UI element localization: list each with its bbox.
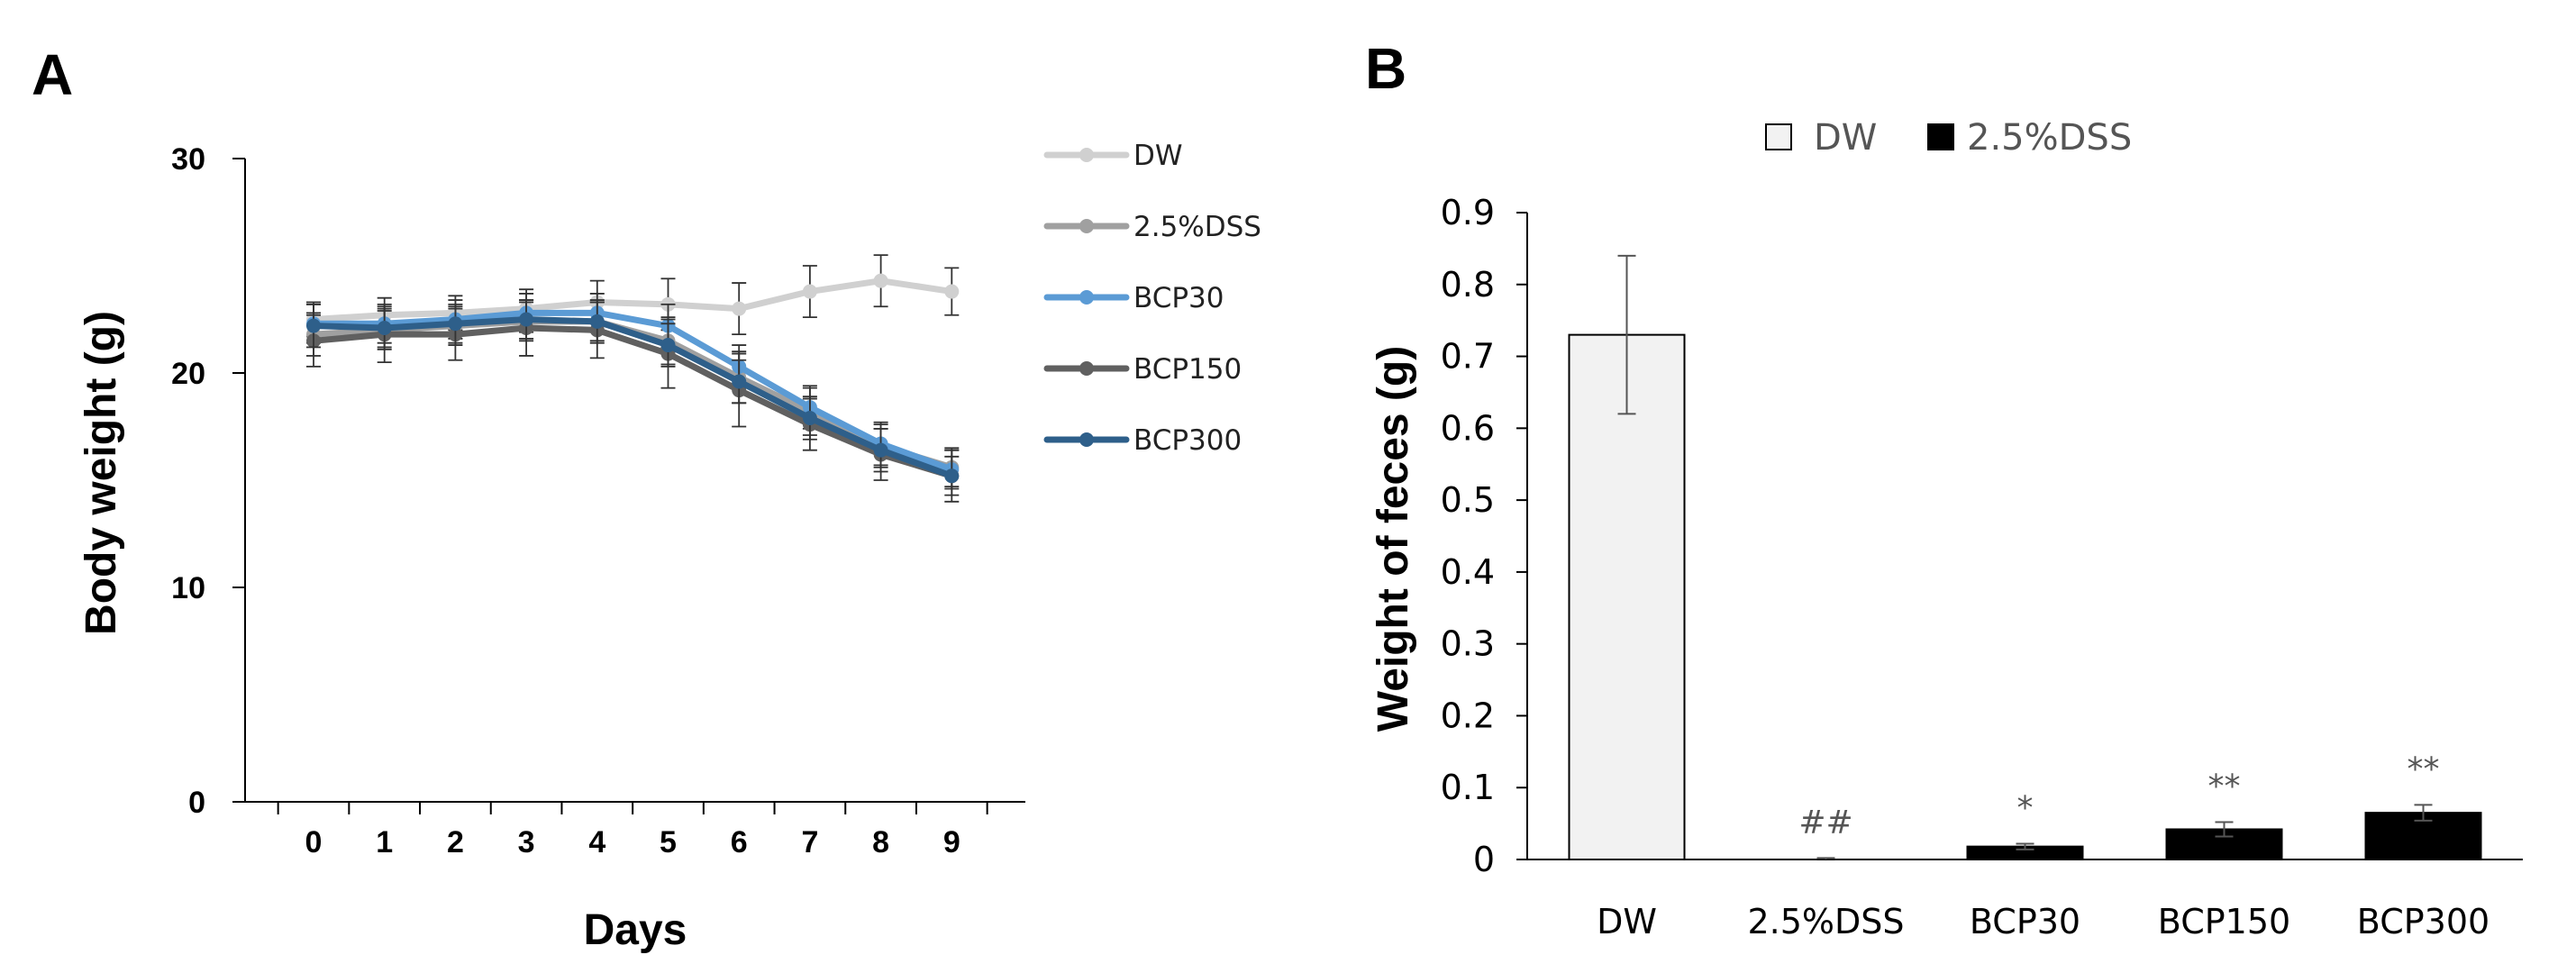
panel-a-legend-label: DW [1133, 140, 1183, 172]
panel-b-significance-mark: ** [2208, 768, 2241, 805]
panel-a-legend: DW 2.5%DSS BCP30 BCP150 BCP300 [1043, 140, 1261, 457]
panel-a-y-tick-label: 10 [171, 571, 205, 605]
panel-a-data-point [944, 468, 960, 484]
panel-a-data-point [802, 284, 817, 299]
panel-a-series-4 [306, 299, 960, 496]
panel-a-series-line [310, 309, 955, 473]
panel-a-series [306, 254, 960, 503]
panel-b-y-tick-label: 0.3 [1441, 624, 1495, 664]
panel-a-data-point [873, 273, 888, 288]
panel-b-significance-mark: ## [1798, 804, 1852, 841]
panel-b-y-tick-label: 0.1 [1441, 768, 1495, 807]
panel-a-legend-label: BCP150 [1133, 353, 1242, 386]
panel-a-legend-label: BCP300 [1133, 424, 1242, 457]
panel-b-y-tick-label: 0.9 [1441, 193, 1495, 232]
panel-a-series-line [310, 324, 955, 479]
panel-b-bar-group: ** BCP300 [2357, 750, 2490, 941]
panel-a-legend-label: 2.5%DSS [1133, 211, 1261, 243]
panel-a-series-line [310, 316, 955, 479]
panel-a-legend-label: BCP30 [1133, 282, 1224, 314]
panel-a-data-point [448, 316, 463, 332]
panel-b-y-axis-title: Weight of feces (g) [1370, 346, 1417, 732]
panel-b-bar [1568, 333, 1686, 861]
panel-b-bar-group: ** BCP150 [2158, 768, 2290, 941]
panel-a-x-tick-label: 2 [447, 825, 464, 859]
panel-a-x-tick-label: 0 [305, 825, 323, 859]
panel-a-x-tick-label: 5 [660, 825, 677, 859]
panel-b-x-tick-label: BCP300 [2357, 902, 2490, 941]
panel-b-bar-group: ## 2.5%DSS [1747, 804, 1904, 941]
panel-b-y-tick-label: 0.7 [1441, 337, 1495, 377]
panel-b-significance-mark: ** [2408, 750, 2440, 787]
panel-b-bar-group: * BCP30 [1966, 789, 2084, 941]
panel-a-legend-marker [1079, 219, 1094, 233]
panel-a-data-point [660, 338, 676, 353]
panel-a-data-point [732, 374, 747, 389]
panel-b-y-tick-label: 0.8 [1441, 265, 1495, 305]
panel-b-letter: B [1365, 36, 1406, 101]
panel-b-x-tick-label: DW [1597, 902, 1657, 941]
panel-b-bar-chart: 0 0.1 0.2 0.3 0.4 0.5 0.6 0.7 0.8 0.9 DW ## 2.5%DSS… [1370, 117, 2523, 941]
panel-a-line-chart: 0 10 20 30 0 1 2 3 4 5 6 7 8 9 DW 2.5%DSS BCP30 BCP150 BC… [77, 140, 1261, 954]
panel-b-legend-item: 2.5%DSS [1927, 117, 2132, 159]
panel-a-legend-marker [1079, 290, 1094, 305]
panel-a-y-tick-label: 20 [171, 357, 205, 391]
panel-a-legend-item: 2.5%DSS [1043, 211, 1261, 243]
panel-a-x-tick-label: 1 [376, 825, 393, 859]
panel-a-x-axis-title: Days [584, 906, 687, 954]
panel-b-legend-item: DW [1765, 117, 1877, 159]
panel-b-legend: DW 2.5%DSS [1765, 117, 2132, 159]
panel-a-x-tick-label: 9 [943, 825, 960, 859]
panel-a-x-tick-label: 8 [872, 825, 889, 859]
panel-b-y-tick-label: 0.6 [1441, 408, 1495, 448]
panel-a-data-point [802, 410, 817, 425]
panel-a-series-line [310, 277, 955, 323]
panel-b-significance-mark: * [2017, 789, 2034, 826]
panel-a-data-point [377, 321, 392, 336]
panel-a-data-point [306, 318, 321, 333]
panel-a-legend-item: BCP150 [1043, 353, 1242, 386]
panel-a-y-axis-title: Body weight (g) [77, 311, 125, 635]
panel-a-y-tick-label: 30 [171, 142, 205, 177]
panel-a-x-tick-label: 3 [518, 825, 535, 859]
panel-a-legend-marker [1079, 148, 1094, 162]
panel-a-legend-item: DW [1043, 140, 1183, 172]
panel-a-data-point [519, 312, 534, 327]
panel-b-legend-swatch [1927, 123, 1954, 150]
panel-b-y-tick-label: 0.2 [1441, 696, 1495, 735]
panel-b-legend-swatch [1765, 123, 1792, 150]
panel-b-legend-label: DW [1814, 117, 1877, 159]
panel-b-x-tick-label: BCP150 [2158, 902, 2290, 941]
panel-b-legend-label: 2.5%DSS [1967, 117, 2132, 159]
panel-a-x-tick-label: 4 [588, 825, 605, 859]
panel-a-series-2 [306, 293, 960, 490]
panel-a-legend-item: BCP30 [1043, 282, 1224, 314]
panel-b-y-tick-label: 0.5 [1441, 480, 1495, 520]
panel-b-x-tick-label: 2.5%DSS [1747, 902, 1904, 941]
panel-a-letter: A [32, 42, 73, 107]
panel-b-y-tick-label: 0 [1473, 840, 1495, 879]
panel-b-y-tick-label: 0.4 [1441, 552, 1495, 592]
panel-a-data-point [732, 301, 747, 316]
panel-a-x-tick-label: 6 [731, 825, 748, 859]
panel-a-data-point [944, 284, 960, 299]
panel-b-axes: 0 0.1 0.2 0.3 0.4 0.5 0.6 0.7 0.8 0.9 [1441, 193, 2523, 879]
panel-a-x-tick-label: 7 [801, 825, 818, 859]
panel-a-legend-marker [1079, 361, 1094, 376]
panel-a-data-point [873, 442, 888, 458]
panel-a-legend-item: BCP300 [1043, 424, 1242, 457]
panel-a-axes: 0 10 20 30 0 1 2 3 4 5 6 7 8 9 [171, 142, 1025, 859]
panel-b-bar-group: DW [1568, 254, 1686, 941]
panel-b-x-tick-label: BCP30 [1970, 902, 2080, 941]
panel-a-y-tick-label: 0 [188, 786, 205, 820]
panel-b-bars: DW ## 2.5%DSS * BCP30 ** BCP150 ** BCP300 [1568, 254, 2490, 941]
panel-a-data-point [589, 314, 605, 329]
panel-a-legend-marker [1079, 432, 1094, 447]
